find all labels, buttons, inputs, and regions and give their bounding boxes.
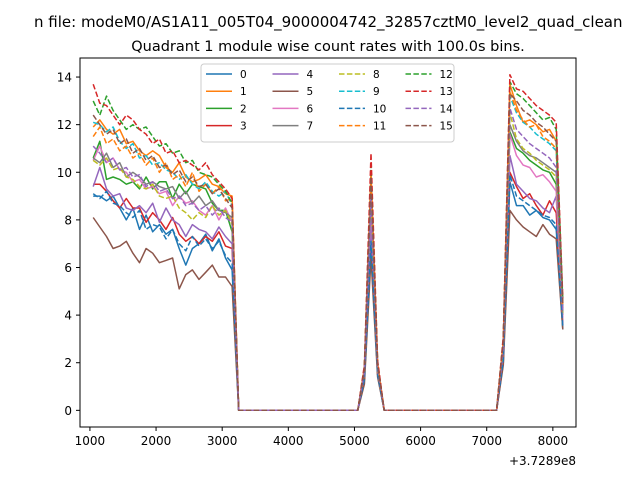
legend-label-1: 1	[240, 86, 247, 98]
y-tick-label: 2	[64, 356, 72, 370]
y-tick-label: 4	[64, 309, 72, 323]
legend-label-14: 14	[440, 103, 454, 115]
legend-box	[200, 63, 455, 143]
x-tick-label: 2000	[141, 434, 172, 448]
y-tick-label: 8	[64, 213, 72, 227]
y-tick-label: 14	[57, 71, 72, 85]
legend-label-15: 15	[440, 121, 453, 133]
legend-label-2: 2	[240, 103, 247, 115]
x-axis: 1000 2000 3000 4000 5000 6000 7000 8000	[75, 427, 568, 448]
x-tick-label: 1000	[75, 434, 106, 448]
axes-frame	[79, 57, 577, 428]
figure-suptitle: n file: modeM0/AS1A11_005T04_9000004742_…	[34, 13, 623, 32]
legend-label-7: 7	[307, 121, 314, 133]
y-tick-label: 6	[64, 261, 72, 275]
y-tick-label: 10	[57, 166, 72, 180]
legend-label-5: 5	[307, 86, 314, 98]
chart-title: Quadrant 1 module wise count rates with …	[131, 39, 525, 55]
x-axis-offset-label: +3.7289e8	[509, 454, 576, 468]
x-tick-label: 5000	[339, 434, 370, 448]
legend-label-12: 12	[440, 69, 453, 81]
y-axis: 0 2 4 6 8 10 12 14	[57, 71, 80, 418]
x-tick-label: 4000	[273, 434, 304, 448]
x-tick-label: 6000	[405, 434, 436, 448]
x-tick-label: 7000	[471, 434, 502, 448]
legend-label-9: 9	[373, 86, 380, 98]
x-tick-label: 3000	[207, 434, 238, 448]
y-tick-label: 0	[64, 404, 72, 418]
series-line-15	[92, 92, 564, 412]
legend-label-6: 6	[307, 103, 314, 115]
legend-label-13: 13	[440, 86, 453, 98]
legend-label-3: 3	[240, 121, 247, 133]
x-tick-label: 8000	[538, 434, 569, 448]
legend-label-0: 0	[240, 69, 247, 81]
legend-label-10: 10	[373, 103, 386, 115]
y-tick-label: 12	[57, 118, 72, 132]
series-layer	[92, 73, 564, 412]
legend-label-4: 4	[307, 69, 314, 81]
legend-label-8: 8	[373, 69, 380, 81]
legend-label-11: 11	[373, 121, 386, 133]
